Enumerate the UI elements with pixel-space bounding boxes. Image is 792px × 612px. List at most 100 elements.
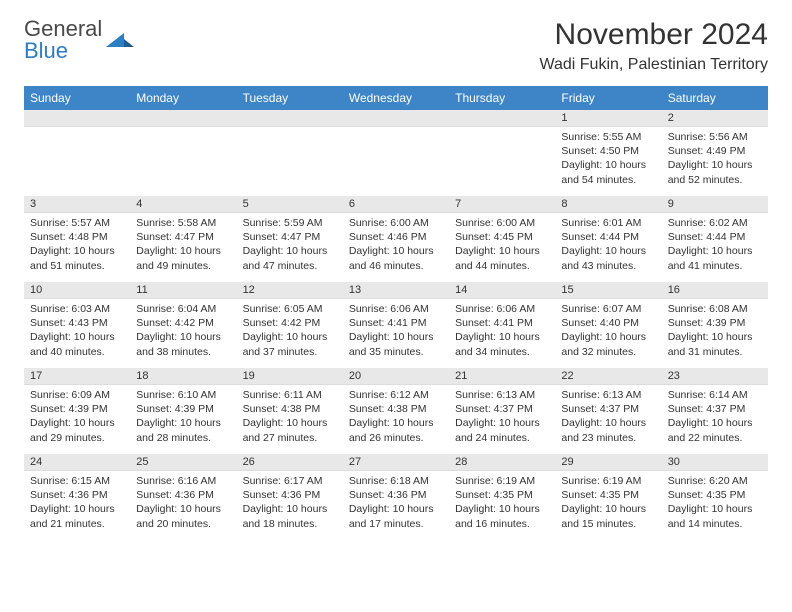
day-content: Sunrise: 5:55 AMSunset: 4:50 PMDaylight:… (555, 127, 661, 191)
day-number: 3 (24, 196, 130, 213)
calendar-cell: 26Sunrise: 6:17 AMSunset: 4:36 PMDayligh… (237, 454, 343, 540)
header: General Blue November 2024 Wadi Fukin, P… (24, 18, 768, 74)
calendar-cell: 22Sunrise: 6:13 AMSunset: 4:37 PMDayligh… (555, 368, 661, 454)
day-number: 16 (662, 282, 768, 299)
day-content: Sunrise: 6:08 AMSunset: 4:39 PMDaylight:… (662, 299, 768, 363)
calendar-cell: 14Sunrise: 6:06 AMSunset: 4:41 PMDayligh… (449, 282, 555, 368)
logo-line2: Blue (24, 40, 102, 62)
day-content: Sunrise: 6:03 AMSunset: 4:43 PMDaylight:… (24, 299, 130, 363)
day-number: 13 (343, 282, 449, 299)
day-content: Sunrise: 6:07 AMSunset: 4:40 PMDaylight:… (555, 299, 661, 363)
day-number: 7 (449, 196, 555, 213)
day-number: 25 (130, 454, 236, 471)
calendar-cell: 21Sunrise: 6:13 AMSunset: 4:37 PMDayligh… (449, 368, 555, 454)
day-number: 20 (343, 368, 449, 385)
weekday-header: Thursday (449, 86, 555, 110)
calendar-cell: 30Sunrise: 6:20 AMSunset: 4:35 PMDayligh… (662, 454, 768, 540)
day-number: 30 (662, 454, 768, 471)
day-number: 8 (555, 196, 661, 213)
calendar-cell: 17Sunrise: 6:09 AMSunset: 4:39 PMDayligh… (24, 368, 130, 454)
day-content: Sunrise: 6:11 AMSunset: 4:38 PMDaylight:… (237, 385, 343, 449)
calendar-cell: 12Sunrise: 6:05 AMSunset: 4:42 PMDayligh… (237, 282, 343, 368)
day-content: Sunrise: 5:58 AMSunset: 4:47 PMDaylight:… (130, 213, 236, 277)
calendar-cell (130, 110, 236, 196)
weekday-header: Saturday (662, 86, 768, 110)
calendar-cell (343, 110, 449, 196)
day-number: 2 (662, 110, 768, 127)
calendar-cell: 18Sunrise: 6:10 AMSunset: 4:39 PMDayligh… (130, 368, 236, 454)
calendar-cell (24, 110, 130, 196)
day-number: 29 (555, 454, 661, 471)
day-content: Sunrise: 6:00 AMSunset: 4:45 PMDaylight:… (449, 213, 555, 277)
day-content: Sunrise: 6:16 AMSunset: 4:36 PMDaylight:… (130, 471, 236, 535)
day-number: 15 (555, 282, 661, 299)
day-number: 22 (555, 368, 661, 385)
day-content: Sunrise: 6:00 AMSunset: 4:46 PMDaylight:… (343, 213, 449, 277)
day-content: Sunrise: 6:13 AMSunset: 4:37 PMDaylight:… (555, 385, 661, 449)
day-content: Sunrise: 6:05 AMSunset: 4:42 PMDaylight:… (237, 299, 343, 363)
weekday-header: Wednesday (343, 86, 449, 110)
calendar-cell: 11Sunrise: 6:04 AMSunset: 4:42 PMDayligh… (130, 282, 236, 368)
calendar-cell: 6Sunrise: 6:00 AMSunset: 4:46 PMDaylight… (343, 196, 449, 282)
calendar-cell: 24Sunrise: 6:15 AMSunset: 4:36 PMDayligh… (24, 454, 130, 540)
calendar-table: SundayMondayTuesdayWednesdayThursdayFrid… (24, 86, 768, 540)
day-number: 9 (662, 196, 768, 213)
weekday-header: Monday (130, 86, 236, 110)
calendar-cell: 8Sunrise: 6:01 AMSunset: 4:44 PMDaylight… (555, 196, 661, 282)
day-content: Sunrise: 6:01 AMSunset: 4:44 PMDaylight:… (555, 213, 661, 277)
calendar-cell: 10Sunrise: 6:03 AMSunset: 4:43 PMDayligh… (24, 282, 130, 368)
calendar-cell (449, 110, 555, 196)
weekday-header: Tuesday (237, 86, 343, 110)
calendar-cell: 9Sunrise: 6:02 AMSunset: 4:44 PMDaylight… (662, 196, 768, 282)
day-number: 17 (24, 368, 130, 385)
day-content: Sunrise: 6:10 AMSunset: 4:39 PMDaylight:… (130, 385, 236, 449)
triangle-icon (106, 31, 134, 49)
month-title: November 2024 (539, 18, 768, 52)
logo-line1: General (24, 18, 102, 40)
calendar-cell: 3Sunrise: 5:57 AMSunset: 4:48 PMDaylight… (24, 196, 130, 282)
day-content: Sunrise: 6:04 AMSunset: 4:42 PMDaylight:… (130, 299, 236, 363)
day-number: 10 (24, 282, 130, 299)
calendar-cell: 5Sunrise: 5:59 AMSunset: 4:47 PMDaylight… (237, 196, 343, 282)
day-number: 21 (449, 368, 555, 385)
calendar-cell: 19Sunrise: 6:11 AMSunset: 4:38 PMDayligh… (237, 368, 343, 454)
day-content: Sunrise: 6:18 AMSunset: 4:36 PMDaylight:… (343, 471, 449, 535)
day-content: Sunrise: 6:06 AMSunset: 4:41 PMDaylight:… (343, 299, 449, 363)
day-number: 24 (24, 454, 130, 471)
calendar-cell: 7Sunrise: 6:00 AMSunset: 4:45 PMDaylight… (449, 196, 555, 282)
calendar-cell: 1Sunrise: 5:55 AMSunset: 4:50 PMDaylight… (555, 110, 661, 196)
calendar-cell: 25Sunrise: 6:16 AMSunset: 4:36 PMDayligh… (130, 454, 236, 540)
calendar-cell: 23Sunrise: 6:14 AMSunset: 4:37 PMDayligh… (662, 368, 768, 454)
day-number: 23 (662, 368, 768, 385)
day-content: Sunrise: 5:59 AMSunset: 4:47 PMDaylight:… (237, 213, 343, 277)
day-content: Sunrise: 6:19 AMSunset: 4:35 PMDaylight:… (449, 471, 555, 535)
day-content: Sunrise: 6:13 AMSunset: 4:37 PMDaylight:… (449, 385, 555, 449)
day-number: 1 (555, 110, 661, 127)
calendar-cell: 15Sunrise: 6:07 AMSunset: 4:40 PMDayligh… (555, 282, 661, 368)
day-number: 4 (130, 196, 236, 213)
day-number: 6 (343, 196, 449, 213)
weekday-header: Sunday (24, 86, 130, 110)
day-content: Sunrise: 6:20 AMSunset: 4:35 PMDaylight:… (662, 471, 768, 535)
day-content: Sunrise: 6:09 AMSunset: 4:39 PMDaylight:… (24, 385, 130, 449)
calendar-cell: 27Sunrise: 6:18 AMSunset: 4:36 PMDayligh… (343, 454, 449, 540)
calendar-cell: 2Sunrise: 5:56 AMSunset: 4:49 PMDaylight… (662, 110, 768, 196)
calendar-cell: 4Sunrise: 5:58 AMSunset: 4:47 PMDaylight… (130, 196, 236, 282)
calendar-cell: 20Sunrise: 6:12 AMSunset: 4:38 PMDayligh… (343, 368, 449, 454)
day-number: 19 (237, 368, 343, 385)
day-content: Sunrise: 6:02 AMSunset: 4:44 PMDaylight:… (662, 213, 768, 277)
day-number: 26 (237, 454, 343, 471)
day-number: 28 (449, 454, 555, 471)
day-number: 11 (130, 282, 236, 299)
day-content: Sunrise: 5:56 AMSunset: 4:49 PMDaylight:… (662, 127, 768, 191)
day-number: 18 (130, 368, 236, 385)
calendar-cell: 16Sunrise: 6:08 AMSunset: 4:39 PMDayligh… (662, 282, 768, 368)
day-content: Sunrise: 6:14 AMSunset: 4:37 PMDaylight:… (662, 385, 768, 449)
day-content: Sunrise: 6:15 AMSunset: 4:36 PMDaylight:… (24, 471, 130, 535)
day-content: Sunrise: 5:57 AMSunset: 4:48 PMDaylight:… (24, 213, 130, 277)
logo: General Blue (24, 18, 134, 62)
weekday-header: Friday (555, 86, 661, 110)
calendar-cell (237, 110, 343, 196)
day-content: Sunrise: 6:19 AMSunset: 4:35 PMDaylight:… (555, 471, 661, 535)
day-number: 14 (449, 282, 555, 299)
